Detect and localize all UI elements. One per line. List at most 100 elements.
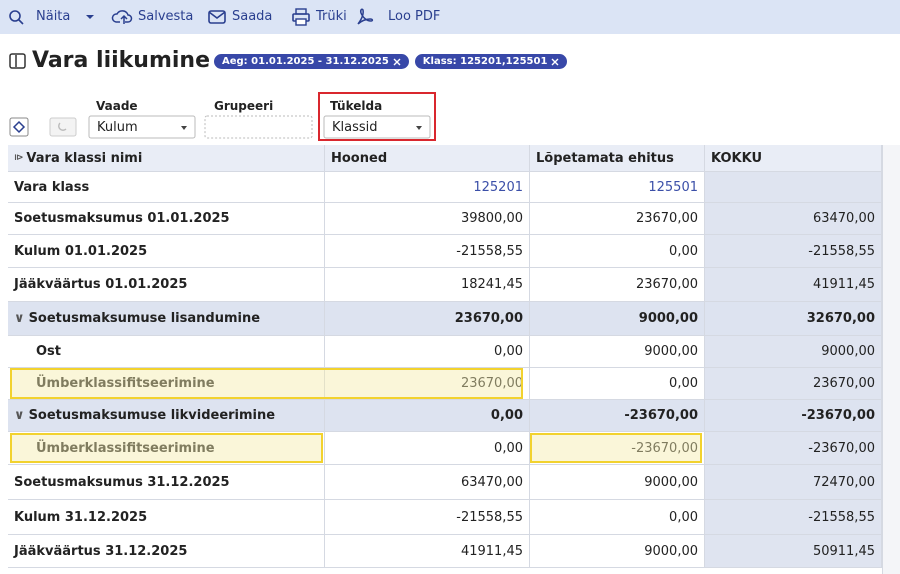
cell-value: 63470,00 [812, 211, 875, 226]
value-cell: 125201 [325, 172, 530, 203]
value-cell: 63470,00 [325, 465, 530, 500]
cell-value: 41911,45 [460, 543, 523, 559]
value-cell: 32670,00 [705, 302, 882, 336]
value-cell: 23670,00 [325, 368, 530, 400]
cell-value: -21558,55 [456, 243, 523, 259]
cell-value: 23670,00 [454, 311, 523, 326]
column-header[interactable]: KOKKU [705, 145, 882, 172]
row-label: Jääkväärtus 31.12.2025 [14, 543, 188, 559]
value-cell: -23670,00 [705, 400, 882, 432]
value-cell: 23670,00 [325, 302, 530, 336]
chip-remove[interactable] [393, 58, 401, 66]
value-cell: 41911,45 [705, 268, 882, 302]
value-cell: 23670,00 [705, 368, 882, 400]
column-header[interactable]: Hooned [325, 145, 530, 172]
toolbar-button[interactable]: Salvesta [138, 9, 194, 24]
collapse-toggle[interactable]: ∨ [14, 408, 25, 423]
filter-chips: Aeg: 01.01.2025 - 31.12.2025 Klass: 12520… [214, 54, 568, 69]
toolbar-button[interactable]: Loo PDF [388, 9, 441, 24]
row-label: Soetusmaksumuse lisandumine [28, 311, 261, 326]
cell-value: 72470,00 [812, 474, 875, 490]
column-header-text: Vara klassi nimi [26, 150, 143, 166]
filter-chip[interactable]: Aeg: 01.01.2025 - 31.12.2025 [214, 54, 409, 69]
cell-value: 50911,45 [812, 543, 875, 559]
row-label-cell: Ümberklassifitseerimine [8, 368, 325, 400]
value-cell: 18241,45 [325, 268, 530, 302]
icons [9, 8, 436, 141]
row-label: Soetusmaksumus 01.01.2025 [14, 211, 230, 226]
pin-icon: ⧐ [14, 153, 24, 163]
value-cell: 63470,00 [705, 203, 882, 235]
value-cell: -21558,55 [705, 235, 882, 268]
cell-value: 125201 [473, 179, 523, 195]
cell-value: 23670,00 [635, 211, 698, 226]
cell-value: 0,00 [490, 408, 523, 423]
value-cell: 0,00 [530, 368, 705, 400]
field-label: Tükelda [330, 99, 383, 113]
scroll-gutter [882, 145, 900, 574]
value-cell: 41911,45 [325, 535, 530, 568]
toolbar [0, 0, 900, 34]
column-header[interactable]: Lõpetamata ehitus [530, 145, 705, 172]
cell-value: 0,00 [494, 440, 523, 456]
cell-value: 9000,00 [644, 344, 698, 359]
value-cell: 9000,00 [530, 336, 705, 368]
cell-value: 9000,00 [638, 311, 698, 326]
row-label: Kulum 31.12.2025 [14, 509, 148, 525]
toolbar-button[interactable]: Näita [36, 9, 71, 24]
value-cell: -23670,00 [705, 432, 882, 465]
highlight-box [10, 433, 323, 463]
cell-value: 39800,00 [460, 211, 523, 226]
column-header-text: KOKKU [711, 150, 763, 166]
cell-value: 0,00 [669, 243, 698, 259]
value-cell: 39800,00 [325, 203, 530, 235]
toolbar-button[interactable]: Trüki [316, 9, 347, 24]
value-cell: -23670,00 [530, 432, 705, 465]
row-label: Ümberklassifitseerimine [36, 376, 215, 391]
row-label: Vara klass [14, 179, 90, 195]
row-label-cell: Ost [8, 336, 325, 368]
cell-value: -23670,00 [801, 408, 875, 423]
field-label: Grupeeri [214, 99, 274, 113]
select-value[interactable]: Klassid [332, 120, 378, 135]
row-label: Jääkväärtus 01.01.2025 [14, 277, 188, 292]
value-cell: -21558,55 [325, 235, 530, 268]
cell-value: -21558,55 [456, 509, 523, 525]
cell-value: -23670,00 [631, 440, 698, 456]
row-label-cell: Jääkväärtus 01.01.2025 [8, 268, 325, 302]
collapse-toggle[interactable]: ∨ [14, 311, 25, 326]
cell-value: 23670,00 [812, 376, 875, 391]
field-label: Vaade [96, 99, 138, 113]
cell-value: 0,00 [669, 509, 698, 525]
toolbar-button[interactable]: Saada [232, 9, 273, 24]
select-value[interactable]: Kulum [97, 120, 138, 135]
value-cell: 0,00 [530, 500, 705, 535]
cell-value: 9000,00 [644, 474, 698, 490]
column-header: ⧐ Vara klassi nimi [8, 145, 325, 172]
row-label-cell: Vara klass [8, 172, 325, 203]
value-cell: 23670,00 [530, 203, 705, 235]
value-cell: 9000,00 [705, 336, 882, 368]
cell-value: 0,00 [669, 376, 698, 391]
chip-remove[interactable] [551, 58, 559, 66]
row-label-cell: Kulum 01.01.2025 [8, 235, 325, 268]
value-cell: 0,00 [530, 235, 705, 268]
cell-value: 23670,00 [635, 277, 698, 292]
cell-value: -23670,00 [624, 408, 698, 423]
cell-value: 9000,00 [821, 344, 875, 359]
cell-value: 9000,00 [644, 543, 698, 559]
cell-value: 0,00 [494, 344, 523, 359]
row-label-cell: Ümberklassifitseerimine [8, 432, 325, 465]
filter-chip[interactable]: Klass: 125201,125501 [414, 54, 568, 69]
value-cell [705, 172, 882, 203]
cell-value: -21558,55 [808, 243, 875, 259]
cell-value: -21558,55 [808, 509, 875, 525]
value-cell: 9000,00 [530, 465, 705, 500]
highlight-box [530, 433, 702, 463]
value-cell: 125501 [530, 172, 705, 203]
value-cell: 23670,00 [530, 268, 705, 302]
row-label-cell: Soetusmaksumus 01.01.2025 [8, 203, 325, 235]
value-cell: 0,00 [325, 400, 530, 432]
